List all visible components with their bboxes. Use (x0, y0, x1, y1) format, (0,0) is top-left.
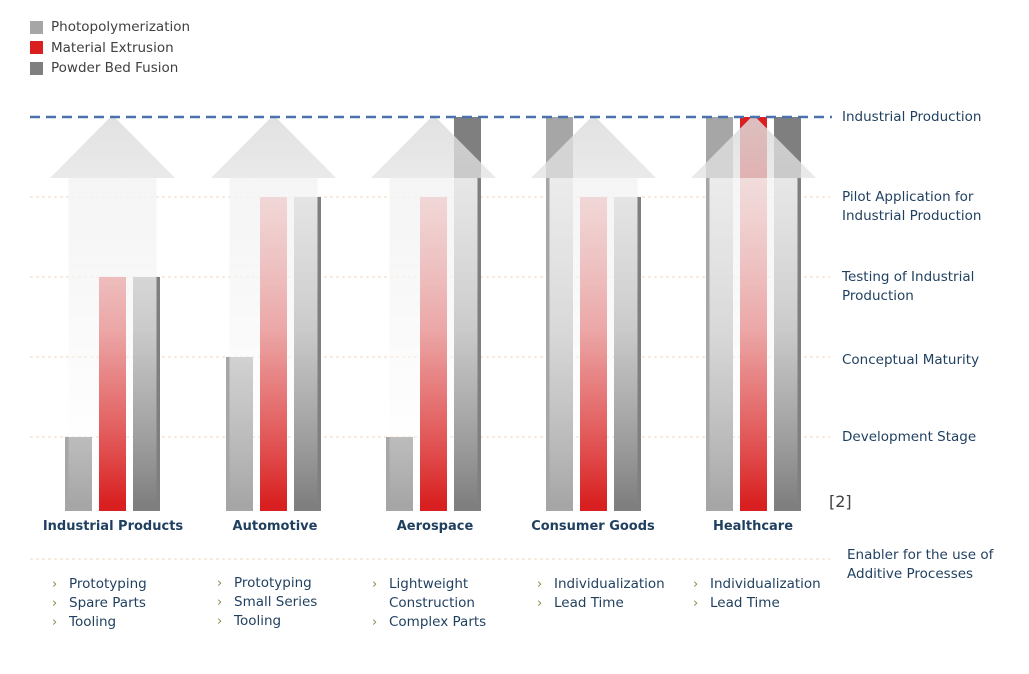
enabler-item-label: Prototyping (234, 575, 312, 591)
list-item: › Complex Parts (372, 613, 486, 632)
enabler-item-label: Individualization (554, 576, 665, 592)
legend-label: Powder Bed Fusion (51, 60, 179, 77)
enabler-item-label: Lead Time (554, 595, 624, 611)
level-label-testing: Testing of Industrial Production (842, 269, 975, 304)
level-label-development-stage: Development Stage (842, 429, 977, 445)
enabler-item-label: Small Series (234, 594, 318, 610)
list-item: › Small Series (217, 593, 317, 612)
arrow-shaft-highlight-2 (229, 178, 318, 505)
enabler-item-label: Lead Time (710, 595, 780, 611)
chevron-right-icon: › (693, 596, 699, 611)
arrow-shaft-highlight-4 (549, 178, 638, 505)
enabler-title: Enabler for the use of Additive Processe… (847, 547, 994, 582)
chevron-right-icon: › (693, 577, 699, 592)
legend-item-powder-bed-fusion: Powder Bed Fusion (30, 58, 190, 79)
level-label-industrial-production: Industrial Production (842, 109, 982, 125)
enabler-item-label: Individualization (710, 576, 821, 592)
enabler-item-label: Spare Parts (69, 595, 146, 611)
level-label-pilot-application: Pilot Application for Industrial Product… (842, 189, 982, 224)
category-label-automotive: Automotive (232, 519, 318, 534)
legend: Photopolymerization Material Extrusion P… (30, 17, 190, 79)
legend-label: Material Extrusion (51, 39, 174, 56)
legend-item-material-extrusion: Material Extrusion (30, 38, 190, 59)
list-item: › Tooling (217, 612, 317, 631)
chevron-right-icon: › (52, 596, 58, 611)
enabler-list-automotive: › Prototyping › Small Series › Tooling (217, 574, 317, 631)
category-label-healthcare: Healthcare (712, 519, 794, 534)
enabler-list-consumer-goods: › Individualization › Lead Time (537, 575, 665, 613)
enabler-item-label: Complex Parts (389, 614, 487, 630)
list-item: › Lightweight Construction (372, 575, 486, 613)
chevron-right-icon: › (52, 615, 58, 630)
chevron-right-icon: › (537, 577, 543, 592)
legend-label: Photopolymerization (51, 19, 191, 36)
list-item: › Prototyping (217, 574, 317, 593)
list-item: › Individualization (693, 575, 821, 594)
arrow-shaft-highlight-3 (389, 178, 478, 505)
enabler-item-label: Lightweight Construction (389, 576, 475, 611)
chevron-right-icon: › (52, 577, 58, 592)
category-label-aerospace: Aerospace (396, 519, 474, 534)
list-item: › Lead Time (693, 594, 821, 613)
legend-swatch (30, 41, 43, 55)
legend-swatch (30, 20, 43, 34)
level-label-conceptual-maturity: Conceptual Maturity (842, 352, 980, 368)
chevron-right-icon: › (217, 595, 223, 610)
chevron-right-icon: › (372, 615, 378, 630)
enabler-item-label: Tooling (234, 613, 282, 629)
arrow-shaft-highlight-5 (709, 178, 798, 505)
chevron-right-icon: › (217, 576, 223, 591)
chevron-right-icon: › (372, 577, 378, 592)
enabler-item-label: Tooling (69, 614, 117, 630)
enabler-item-label: Prototyping (69, 576, 147, 592)
chevron-right-icon: › (217, 614, 223, 629)
arrow-shaft-highlight-1 (68, 178, 157, 505)
enabler-list-healthcare: › Individualization › Lead Time (693, 575, 821, 613)
enabler-list-aerospace: › Lightweight Construction › Complex Parts (372, 575, 486, 632)
reference-label: [2] (829, 492, 852, 511)
category-label-industrial-products: Industrial Products (42, 519, 184, 534)
legend-swatch (30, 61, 43, 75)
list-item: › Individualization (537, 575, 665, 594)
list-item: › Prototyping (52, 575, 147, 594)
list-item: › Spare Parts (52, 594, 147, 613)
enabler-list-industrial-products: › Prototyping › Spare Parts › Tooling (52, 575, 147, 632)
legend-item-photopolymerization: Photopolymerization (30, 17, 190, 38)
list-item: › Tooling (52, 613, 147, 632)
list-item: › Lead Time (537, 594, 665, 613)
chevron-right-icon: › (537, 596, 543, 611)
category-label-consumer-goods: Consumer Goods (531, 519, 655, 534)
